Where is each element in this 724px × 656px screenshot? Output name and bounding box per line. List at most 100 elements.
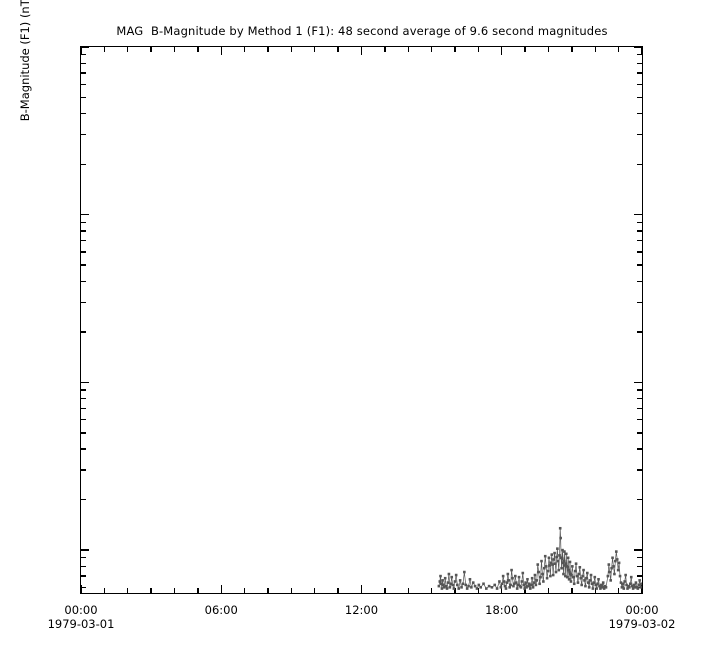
data-point [574, 562, 578, 565]
data-point [588, 579, 592, 582]
data-point [498, 580, 501, 583]
y-tick-minor [81, 498, 86, 501]
data-point [529, 583, 533, 587]
y-tick-minor-right [637, 230, 642, 232]
x-tick-label: 06:00 [161, 603, 281, 617]
x-tick-minor-top [430, 47, 433, 52]
data-point [440, 587, 444, 590]
data-point [613, 572, 616, 576]
data-point [533, 573, 537, 577]
data-point [609, 579, 612, 582]
data-point [586, 571, 589, 575]
data-point [512, 584, 515, 588]
data-point [584, 584, 587, 588]
data-point [614, 550, 618, 553]
data-point [564, 574, 567, 578]
x-tick-label: 18:00 [442, 603, 562, 617]
y-tick-minor [81, 72, 86, 74]
y-tick-minor-right [637, 113, 642, 115]
data-point [500, 582, 504, 586]
data-point [493, 583, 497, 587]
x-tick-minor-top [337, 47, 339, 52]
x-tick-minor [127, 588, 129, 593]
y-tick-major-right [634, 46, 642, 48]
data-point [566, 556, 570, 560]
data-point [599, 587, 602, 590]
x-tick-minor [103, 588, 106, 593]
data-point [607, 563, 611, 566]
data-point [542, 580, 545, 583]
data-point [580, 583, 583, 587]
x-tick-major [80, 585, 82, 593]
x-tick-minor [524, 588, 526, 593]
data-point [618, 574, 622, 578]
data-point [581, 574, 584, 578]
y-tick-minor [81, 53, 86, 56]
y-tick-minor [81, 251, 86, 253]
data-point [504, 587, 508, 590]
data-point [520, 580, 524, 583]
y-tick-minor [81, 83, 86, 85]
y-tick-minor [81, 133, 86, 136]
data-point [519, 586, 523, 589]
data-point [490, 586, 494, 589]
x-tick-minor [197, 588, 199, 593]
data-point [456, 583, 459, 587]
y-tick-minor-right [637, 498, 642, 501]
data-point [616, 568, 620, 572]
data-point [567, 568, 570, 572]
data-point [587, 586, 591, 589]
y-tick-major [81, 46, 89, 48]
data-point [597, 577, 600, 581]
data-point [540, 559, 543, 563]
data-point [471, 581, 475, 584]
y-tick-minor-right [637, 280, 642, 283]
data-point [542, 566, 546, 570]
y-tick-minor-right [637, 133, 642, 136]
y-tick-minor [81, 113, 86, 115]
y-tick-minor-right [637, 163, 642, 165]
x-tick-minor [173, 588, 176, 593]
data-point [570, 573, 573, 577]
x-tick-minor-top [384, 47, 386, 52]
data-point [511, 576, 514, 580]
data-point [548, 564, 551, 567]
data-point [560, 566, 563, 570]
data-point [463, 570, 466, 574]
x-tick-minor-top [314, 47, 316, 52]
y-tick-major [81, 381, 89, 384]
y-tick-minor [81, 331, 86, 333]
x-tick-major [641, 585, 643, 593]
data-point [601, 581, 605, 584]
x-tick-time: 18:00 [485, 603, 519, 617]
y-tick-minor [81, 565, 86, 568]
data-point [600, 586, 604, 589]
y-tick-minor [81, 96, 86, 99]
data-point [551, 563, 554, 566]
data-point [598, 584, 601, 588]
data-point [553, 562, 557, 565]
data-point [638, 579, 641, 582]
y-tick-major-right [634, 549, 642, 551]
data-point [578, 565, 582, 569]
data-point [591, 587, 595, 590]
data-point [562, 559, 566, 563]
data-point [551, 573, 555, 577]
data-point [610, 566, 613, 570]
y-tick-minor-right [637, 448, 642, 450]
x-tick-minor [617, 588, 620, 593]
x-tick-minor-top [594, 47, 596, 52]
y-tick-minor-right [637, 575, 642, 577]
data-point [514, 574, 517, 578]
data-point [614, 559, 617, 563]
data-point [452, 587, 456, 590]
x-tick-minor [594, 588, 596, 593]
data-point [442, 583, 445, 587]
data-point [561, 561, 565, 565]
data-point [499, 586, 503, 589]
data-point [495, 587, 499, 590]
data-point [445, 587, 449, 590]
y-tick-major [81, 214, 89, 216]
x-tick-date: 1979-03-02 [608, 617, 676, 631]
x-tick-major-top [501, 47, 503, 55]
